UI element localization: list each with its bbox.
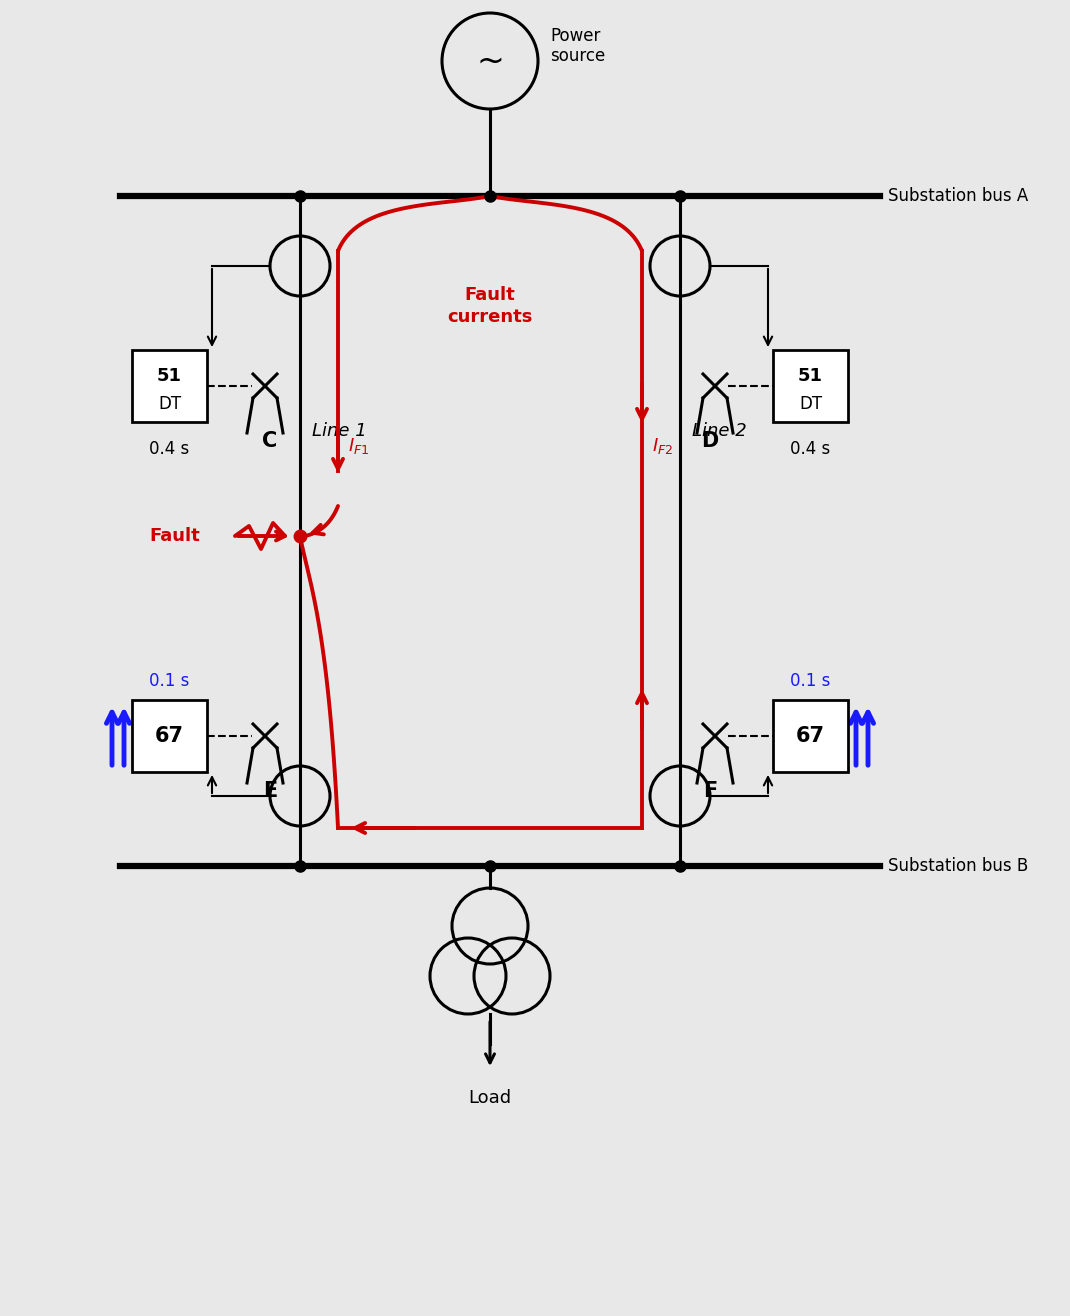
Text: Line 1: Line 1: [312, 422, 367, 440]
Text: Power
source: Power source: [550, 26, 606, 66]
Text: D: D: [701, 432, 719, 451]
Text: 0.4 s: 0.4 s: [791, 440, 830, 458]
Text: 0.4 s: 0.4 s: [150, 440, 189, 458]
Text: 67: 67: [155, 726, 184, 746]
FancyBboxPatch shape: [132, 350, 207, 422]
Text: Fault: Fault: [149, 526, 200, 545]
Text: E: E: [263, 780, 277, 801]
Text: ~: ~: [476, 45, 504, 78]
FancyBboxPatch shape: [773, 700, 849, 772]
FancyBboxPatch shape: [132, 700, 207, 772]
Text: $I_{F1}$: $I_{F1}$: [348, 436, 369, 457]
Text: Substation bus A: Substation bus A: [888, 187, 1028, 205]
Text: 67: 67: [796, 726, 825, 746]
Text: DT: DT: [158, 395, 181, 413]
Text: 51: 51: [798, 367, 823, 386]
Text: DT: DT: [799, 395, 822, 413]
Text: Line 2: Line 2: [692, 422, 747, 440]
Text: Fault
currents: Fault currents: [447, 286, 533, 326]
Text: C: C: [262, 432, 277, 451]
Text: Load: Load: [469, 1090, 511, 1107]
Text: $I_{F2}$: $I_{F2}$: [652, 436, 673, 457]
Text: 51: 51: [157, 367, 182, 386]
Text: F: F: [703, 780, 717, 801]
Text: 0.1 s: 0.1 s: [791, 672, 830, 690]
Text: 0.1 s: 0.1 s: [150, 672, 189, 690]
FancyBboxPatch shape: [773, 350, 849, 422]
Text: Substation bus B: Substation bus B: [888, 857, 1028, 875]
